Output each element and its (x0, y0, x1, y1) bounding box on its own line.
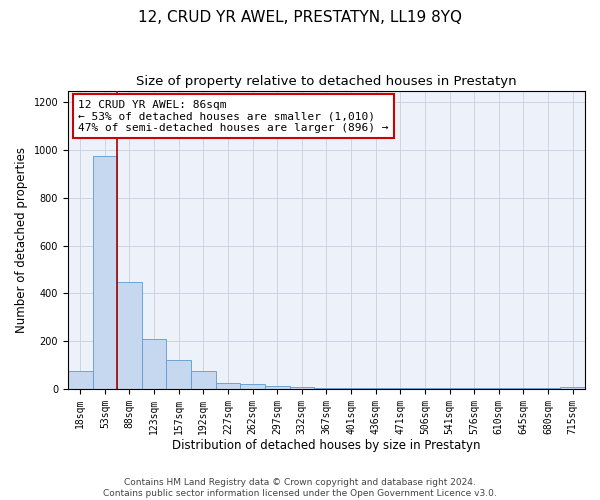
Bar (191, 371, 215, 389)
Title: Size of property relative to detached houses in Prestatyn: Size of property relative to detached ho… (136, 75, 517, 88)
Text: 12 CRUD YR AWEL: 86sqm
← 53% of detached houses are smaller (1,010)
47% of semi-: 12 CRUD YR AWEL: 86sqm ← 53% of detached… (78, 100, 389, 132)
Bar (265, 386, 290, 389)
Bar (290, 387, 314, 389)
Bar (314, 388, 339, 389)
Bar (339, 388, 364, 389)
Bar (92, 156, 117, 389)
Bar (142, 339, 166, 389)
Y-axis label: Number of detached properties: Number of detached properties (15, 147, 28, 333)
Bar (240, 384, 265, 389)
Text: Contains HM Land Registry data © Crown copyright and database right 2024.
Contai: Contains HM Land Registry data © Crown c… (103, 478, 497, 498)
Text: 12, CRUD YR AWEL, PRESTATYN, LL19 8YQ: 12, CRUD YR AWEL, PRESTATYN, LL19 8YQ (138, 10, 462, 25)
Bar (68, 371, 92, 389)
Bar (166, 360, 191, 389)
X-axis label: Distribution of detached houses by size in Prestatyn: Distribution of detached houses by size … (172, 440, 481, 452)
Bar (413, 388, 437, 389)
Bar (560, 386, 585, 389)
Bar (364, 388, 388, 389)
Bar (215, 383, 240, 389)
Bar (117, 282, 142, 389)
Bar (437, 388, 462, 389)
Bar (388, 388, 413, 389)
